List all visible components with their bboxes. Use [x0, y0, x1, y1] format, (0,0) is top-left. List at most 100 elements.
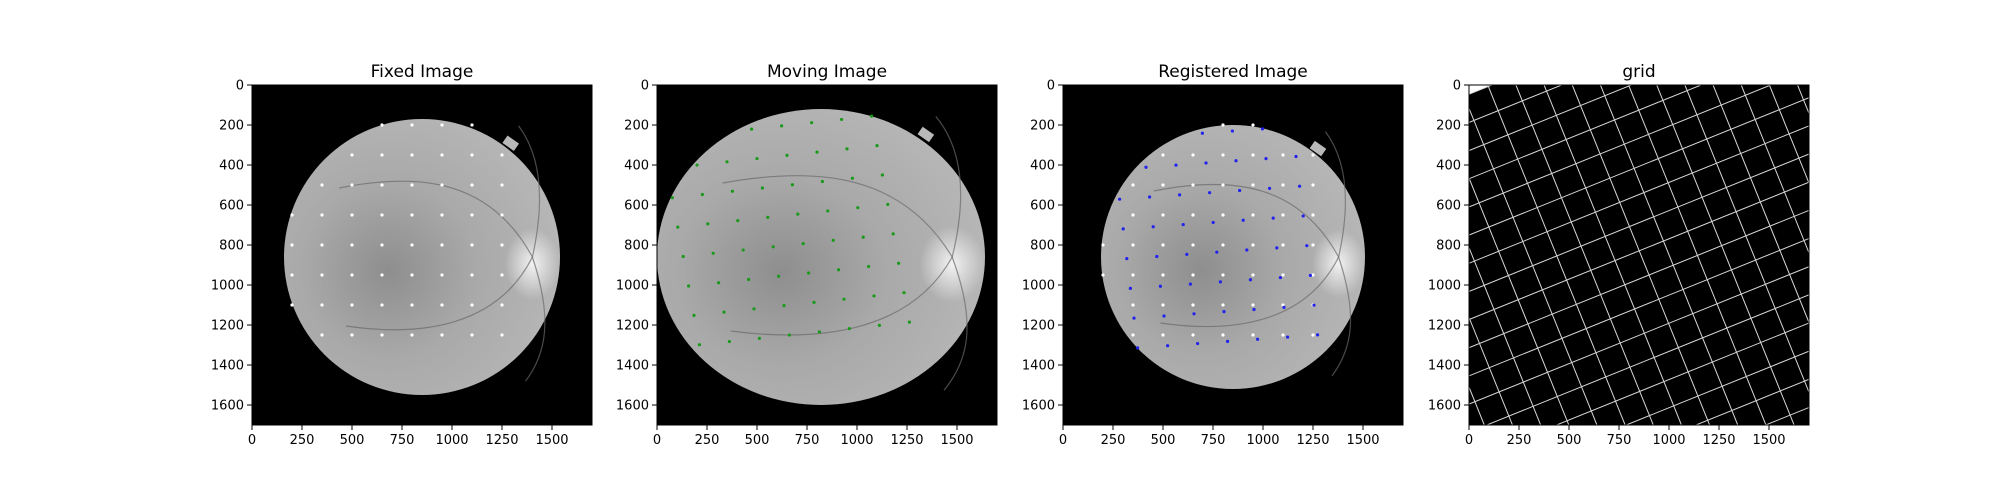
marker-point	[1191, 213, 1195, 217]
x-tick-label: 1500	[1346, 433, 1379, 448]
marker-point	[1275, 246, 1279, 250]
marker-point	[785, 153, 789, 157]
vessel	[722, 175, 953, 258]
marker-point	[1221, 183, 1225, 187]
marker-point	[807, 271, 811, 275]
marker-point	[290, 303, 294, 307]
marker-point	[757, 336, 762, 340]
marker-point	[831, 238, 835, 242]
marker-point	[1166, 344, 1170, 348]
y-tick-label: 600	[1030, 199, 1055, 214]
y-tick-label: 1200	[1022, 319, 1055, 334]
marker-point	[1131, 273, 1135, 277]
marker-point	[320, 243, 324, 247]
subplot-1: Moving Image 0 250 500 750 1000 1250 1500 0 200 40…	[616, 62, 998, 448]
y-tick-label: 1000	[1428, 279, 1461, 294]
marker-point	[1148, 195, 1152, 199]
marker-point	[410, 333, 414, 337]
vessel	[346, 256, 533, 331]
marker-point	[500, 333, 504, 337]
marker-point	[1125, 257, 1129, 261]
marker-point	[1191, 273, 1195, 277]
grid-line	[1681, 85, 1809, 425]
vessel	[525, 256, 546, 382]
marker-point	[1128, 286, 1132, 290]
marker-point	[1251, 273, 1255, 277]
marker-point	[410, 213, 414, 217]
marker-point	[410, 153, 414, 157]
marker-point	[1192, 312, 1196, 316]
marker-point	[1311, 183, 1315, 187]
marker-point	[872, 294, 876, 298]
marker-point	[886, 202, 890, 207]
marker-point	[290, 243, 294, 247]
marker-point	[817, 330, 822, 334]
marker-point	[766, 215, 770, 219]
vessel	[518, 125, 541, 258]
marker-point	[695, 163, 699, 167]
marker-point	[1256, 337, 1260, 341]
marker-point	[1311, 153, 1315, 157]
y-tick-label: 1000	[211, 279, 244, 294]
marker-point	[440, 213, 444, 217]
vessel	[1153, 183, 1340, 258]
optic-disc	[504, 228, 560, 300]
fundus	[657, 109, 985, 405]
vessel	[1324, 131, 1347, 258]
marker-point	[1312, 303, 1316, 307]
x-tick-label: 750	[1607, 433, 1632, 448]
image-area	[1469, 85, 1809, 425]
image-area	[252, 85, 592, 425]
marker-point	[736, 219, 740, 223]
x-tick-label: 1000	[840, 433, 873, 448]
axes-frame	[1468, 84, 1810, 426]
marker-point	[1191, 333, 1195, 337]
marker-point	[1281, 243, 1285, 247]
y-tick-label: 1400	[1428, 359, 1461, 374]
marker-point	[470, 153, 474, 157]
marker-point	[1281, 273, 1285, 277]
y-tick-label: 600	[219, 199, 244, 214]
marker-point	[1178, 193, 1182, 197]
marker-point	[380, 153, 384, 157]
x-tick-label: 500	[745, 433, 770, 448]
axes-frame	[656, 84, 998, 426]
marker-point	[470, 333, 474, 337]
fundus	[284, 119, 560, 395]
vessel	[943, 256, 968, 391]
marker-point	[676, 225, 680, 229]
marker-point	[290, 213, 294, 217]
marker-point	[780, 124, 784, 128]
marker-point	[826, 209, 830, 213]
vessel	[935, 116, 962, 258]
marker-point	[747, 277, 751, 282]
vessel	[730, 256, 953, 336]
marker-point	[777, 274, 781, 278]
y-tick-label: 200	[219, 119, 244, 134]
marker-point	[902, 291, 906, 295]
marker-point	[500, 213, 504, 217]
marker-point	[741, 248, 745, 252]
y-tick-label: 1600	[211, 399, 244, 414]
marker-point	[880, 173, 885, 177]
y-tick-label: 400	[1030, 159, 1055, 174]
x-tick-label: 0	[248, 433, 256, 448]
y-tick-label: 600	[1436, 199, 1461, 214]
y-tick-label: 800	[1030, 239, 1055, 254]
y-tick-label: 1200	[211, 319, 244, 334]
marker-point	[1281, 333, 1285, 337]
marker-point	[440, 123, 444, 127]
optic-disc	[919, 225, 985, 303]
marker-point	[1251, 183, 1255, 187]
marker-point	[1131, 183, 1135, 187]
marker-point	[1251, 123, 1255, 127]
y-tick-label: 1200	[1428, 319, 1461, 334]
marker-point	[1131, 333, 1135, 337]
marker-point	[1301, 214, 1305, 218]
marker-point	[500, 303, 504, 307]
marker-point	[1200, 131, 1204, 135]
marker-point	[1281, 183, 1285, 187]
marker-point	[750, 127, 754, 131]
marker-point	[1311, 333, 1315, 337]
marker-point	[782, 304, 786, 308]
